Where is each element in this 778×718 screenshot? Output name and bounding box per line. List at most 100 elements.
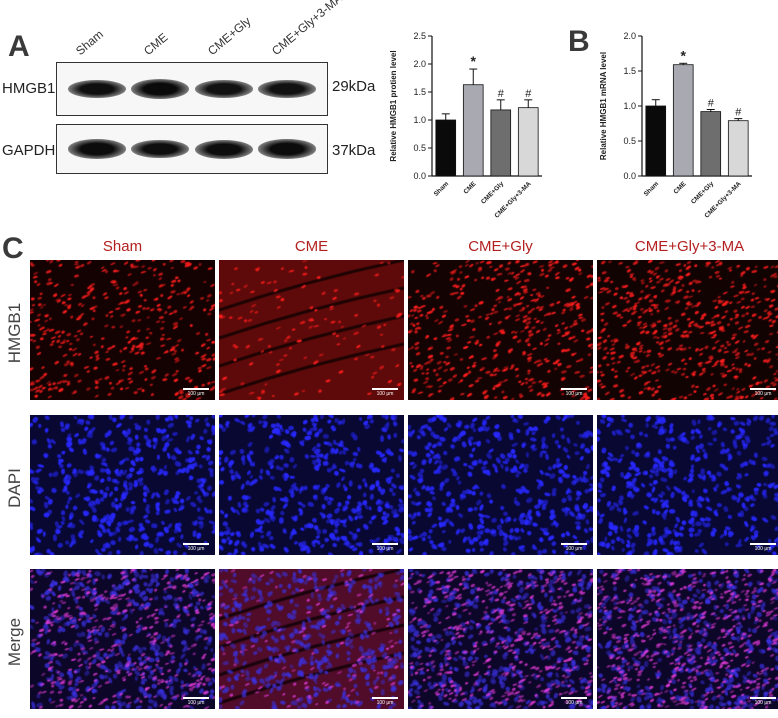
significance-mark: # <box>708 98 715 110</box>
y-tick-label: 2.5 <box>413 31 426 41</box>
significance-mark: # <box>525 88 532 100</box>
micrograph-image <box>219 569 404 709</box>
bar <box>462 84 484 177</box>
x-tick-label: CME <box>462 180 478 196</box>
blot-lane-label: Sham <box>73 27 107 58</box>
significance-mark: * <box>471 53 477 69</box>
bar <box>490 109 512 177</box>
micrograph-image <box>408 569 593 709</box>
scale-bar-label: 100 μm <box>754 546 772 552</box>
micrograph-row-header: DAPI <box>5 468 24 508</box>
scale-bar-label: 100 μm <box>376 546 394 552</box>
scale-bar-label: 100 μm <box>376 700 394 706</box>
scale-bar-line <box>561 697 587 699</box>
y-tick-label: 0.5 <box>623 136 636 146</box>
micrograph-dapi-3: 100 μm <box>597 415 778 555</box>
micrograph-image <box>219 260 404 400</box>
scale-bar: 100 μm <box>750 697 776 706</box>
micrograph-hmgb1-2: 100 μm <box>408 260 593 400</box>
micrograph-dapi-1: 100 μm <box>219 415 404 555</box>
blot-band <box>258 139 317 159</box>
scale-bar-line <box>750 697 776 699</box>
y-tick-label: 0.0 <box>413 171 426 181</box>
blot-band <box>258 80 317 98</box>
blot-band <box>131 139 190 159</box>
scale-bar-line <box>561 543 587 545</box>
bar <box>672 64 694 177</box>
scale-bar: 100 μm <box>372 697 398 706</box>
micrograph-merge-2: 100 μm <box>408 569 593 709</box>
micrograph-image <box>30 260 215 400</box>
scale-bar-label: 100 μm <box>187 700 205 706</box>
x-tick-label: Sham <box>433 180 451 198</box>
y-tick-label: 1.0 <box>623 101 636 111</box>
scale-bar: 100 μm <box>561 543 587 552</box>
micrograph-column-header: Sham <box>102 238 143 255</box>
micrograph-dapi-0: 100 μm <box>30 415 215 555</box>
y-axis-label: Relative HMGB1 mRNA level <box>599 52 608 160</box>
scale-bar: 100 μm <box>183 543 209 552</box>
micrograph-column-header: CME <box>294 238 329 255</box>
y-tick-label: 1.5 <box>413 87 426 97</box>
scale-bar: 100 μm <box>561 388 587 397</box>
gapdh-blot-strip <box>56 124 328 174</box>
scale-bar-line <box>372 388 398 390</box>
blot-band <box>131 79 190 99</box>
x-tick-label: CME <box>672 180 688 196</box>
scale-bar: 100 μm <box>750 388 776 397</box>
micrograph-image <box>408 415 593 555</box>
scale-bar: 100 μm <box>561 697 587 706</box>
bar <box>700 111 722 177</box>
scale-bar-line <box>750 543 776 545</box>
scale-bar-label: 100 μm <box>187 391 205 397</box>
micrograph-image <box>597 260 778 400</box>
scale-bar-line <box>561 388 587 390</box>
micrograph-image <box>30 415 215 555</box>
scale-bar: 100 μm <box>372 543 398 552</box>
scale-bar-label: 100 μm <box>376 391 394 397</box>
protein-level-chart: Relative HMGB1 protien level 0.0 0.5 1.0 1.5… <box>380 28 570 238</box>
blot-protein-label: HMGB1 <box>2 80 56 97</box>
y-tick-label: 0.0 <box>623 171 636 181</box>
micrograph-merge-1: 100 μm <box>219 569 404 709</box>
micrograph-image <box>597 415 778 555</box>
blot-band <box>67 139 126 159</box>
scale-bar-line <box>183 543 209 545</box>
blot-band <box>194 139 253 159</box>
micrograph-hmgb1-1: 100 μm <box>219 260 404 400</box>
scale-bar: 100 μm <box>750 543 776 552</box>
significance-mark: # <box>735 107 742 119</box>
scale-bar-line <box>372 543 398 545</box>
micrograph-image <box>408 260 593 400</box>
micrograph-merge-0: 100 μm <box>30 569 215 709</box>
micrograph-image <box>219 415 404 555</box>
mrna-level-chart: Relative HMGB1 mRNA level 0.0 0.5 1.0 1.5 2.0… <box>590 28 778 238</box>
significance-mark: * <box>681 47 687 63</box>
micrograph-hmgb1-3: 100 μm <box>597 260 778 400</box>
micrograph-column-header: CME+Gly <box>468 238 533 255</box>
blot-lane-label: CME+Gly <box>205 14 254 59</box>
panel-label-b: B <box>568 25 590 58</box>
hmgb1-blot-strip <box>56 62 328 116</box>
mrna-level-chart-svg: Relative HMGB1 mRNA level 0.0 0.5 1.0 1.5 2.0… <box>599 31 752 220</box>
bar <box>435 119 457 177</box>
y-tick-label: 2.0 <box>413 59 426 69</box>
bar <box>517 107 539 177</box>
micrograph-column-header: CME+Gly+3-MA <box>634 238 745 255</box>
bar <box>727 120 749 177</box>
micrograph-merge-3: 100 μm <box>597 569 778 709</box>
scale-bar: 100 μm <box>372 388 398 397</box>
scale-bar-line <box>372 697 398 699</box>
x-tick-label: Sham <box>643 180 661 198</box>
y-tick-label: 0.5 <box>413 143 426 153</box>
blot-lane-label: CME <box>141 30 171 58</box>
protein-level-chart-svg: Relative HMGB1 protien level 0.0 0.5 1.0 1.5… <box>389 31 542 220</box>
panel-label-a: A <box>8 30 30 63</box>
y-tick-label: 1.0 <box>413 115 426 125</box>
scale-bar-label: 100 μm <box>754 700 772 706</box>
scale-bar-label: 100 μm <box>565 546 583 552</box>
x-tick-label: CME+Gly <box>690 180 716 206</box>
scale-bar-label: 100 μm <box>187 546 205 552</box>
micrograph-row-header: Merge <box>5 617 24 667</box>
blot-kda-label: 29kDa <box>332 78 376 95</box>
